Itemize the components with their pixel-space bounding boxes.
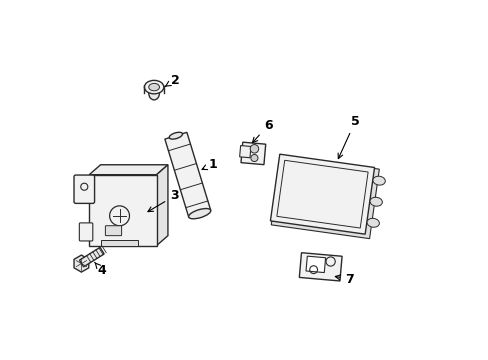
Polygon shape <box>80 247 104 267</box>
Polygon shape <box>239 145 250 158</box>
Polygon shape <box>156 165 167 246</box>
Text: 4: 4 <box>95 262 106 277</box>
Polygon shape <box>299 253 342 281</box>
Circle shape <box>250 145 258 153</box>
Ellipse shape <box>169 132 182 139</box>
Polygon shape <box>89 165 167 175</box>
Ellipse shape <box>372 176 385 185</box>
Ellipse shape <box>148 84 159 91</box>
Circle shape <box>250 154 258 162</box>
Ellipse shape <box>144 80 163 94</box>
FancyBboxPatch shape <box>79 223 93 241</box>
FancyBboxPatch shape <box>74 175 94 203</box>
Ellipse shape <box>148 86 159 100</box>
Polygon shape <box>241 142 265 165</box>
Text: 3: 3 <box>148 189 178 212</box>
Text: 2: 2 <box>165 73 179 87</box>
Ellipse shape <box>188 208 210 219</box>
Text: 7: 7 <box>335 273 353 286</box>
Text: 6: 6 <box>252 118 272 143</box>
Polygon shape <box>270 154 374 234</box>
FancyBboxPatch shape <box>101 240 138 246</box>
Polygon shape <box>74 255 89 272</box>
Polygon shape <box>164 132 210 217</box>
Text: 1: 1 <box>202 158 217 171</box>
Polygon shape <box>305 256 325 273</box>
FancyBboxPatch shape <box>105 226 122 236</box>
Ellipse shape <box>369 197 382 206</box>
Ellipse shape <box>366 218 379 227</box>
Text: 5: 5 <box>337 115 359 159</box>
FancyBboxPatch shape <box>89 175 156 246</box>
Polygon shape <box>271 156 379 239</box>
